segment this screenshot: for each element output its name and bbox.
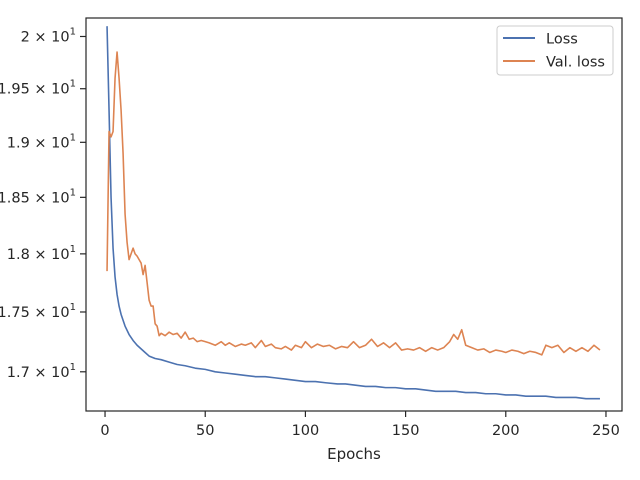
y-axis: 1.7 × 101 1.75 × 101 1.8 × 101 1.85 × 101 1.… xyxy=(0,26,86,381)
series-layer xyxy=(106,26,601,400)
y-tick-label: 2 × 101 xyxy=(21,26,76,45)
x-axis: 0 50 100 150 200 250 xyxy=(100,411,620,439)
y-tick-label: 1.8 × 101 xyxy=(7,244,76,263)
series-line-loss xyxy=(106,26,600,400)
y-tick-label: 1.85 × 101 xyxy=(0,187,76,206)
x-tick-label: 250 xyxy=(592,423,620,439)
legend: Loss Val. loss xyxy=(496,25,614,76)
y-tick-label: 1.9 × 101 xyxy=(7,132,76,151)
x-tick-label: 100 xyxy=(292,423,320,439)
x-axis-label: Epochs xyxy=(327,445,381,463)
y-tick-label: 1.95 × 101 xyxy=(0,79,76,98)
x-tick-label: 150 xyxy=(392,423,420,439)
y-tick-label: 1.7 × 101 xyxy=(7,362,76,381)
plot-area xyxy=(85,17,623,412)
x-tick-label: 0 xyxy=(100,423,109,439)
series-line-val-loss xyxy=(106,51,601,356)
y-tick-label: 1.75 × 101 xyxy=(0,302,76,321)
x-tick-label: 50 xyxy=(196,423,214,439)
legend-label-val-loss: Val. loss xyxy=(546,55,605,71)
x-tick-label: 200 xyxy=(492,423,520,439)
legend-label-loss: Loss xyxy=(546,32,578,48)
